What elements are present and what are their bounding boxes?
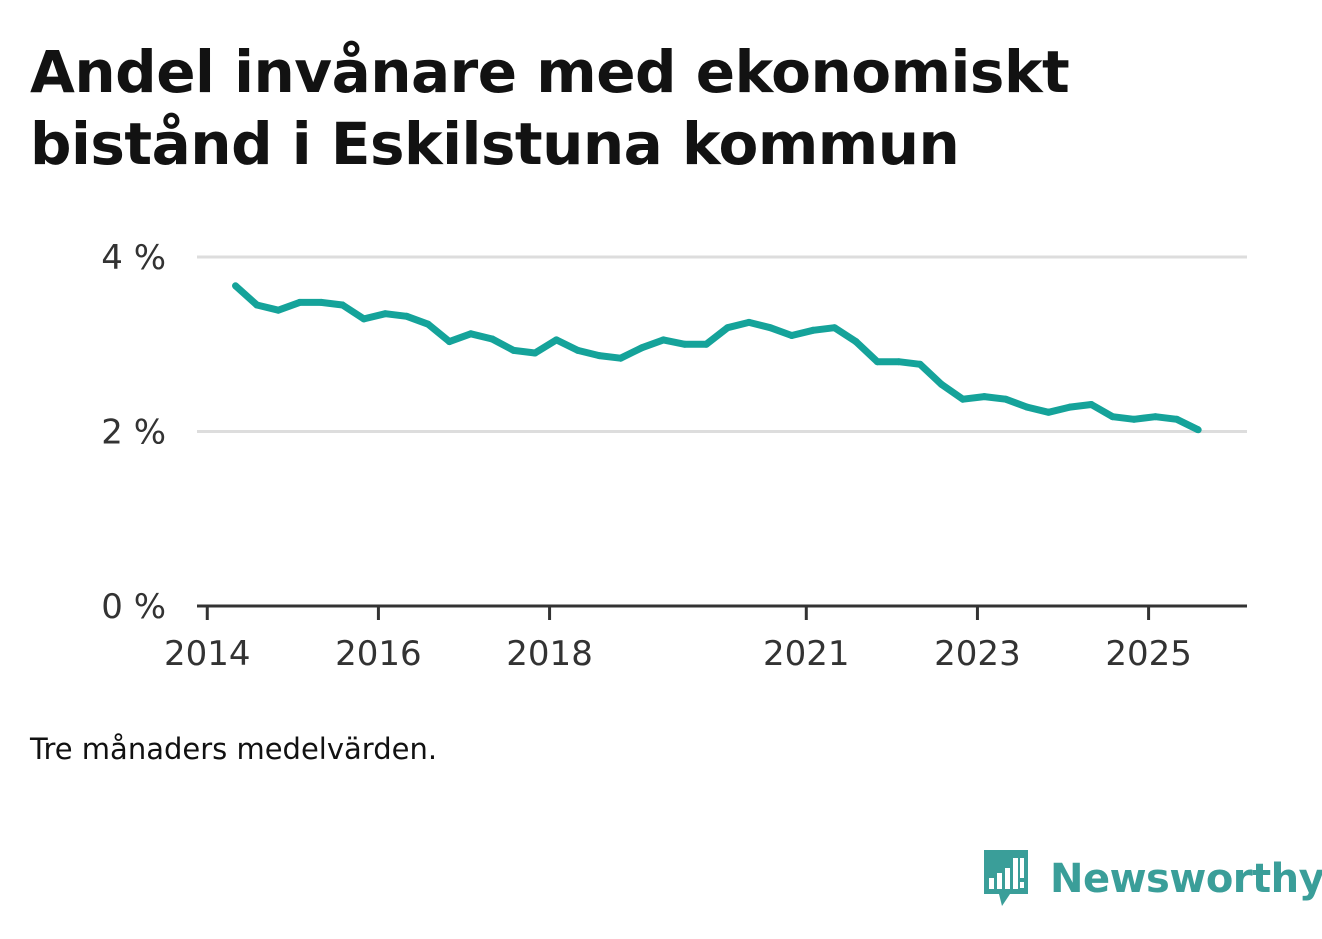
chart-title: Andel invånare med ekonomiskt bistånd i …: [30, 36, 1230, 180]
data-point: [1002, 395, 1010, 403]
data-point: [1087, 401, 1095, 408]
x-tick-label: 2018: [506, 634, 593, 674]
y-tick-label: 0 %: [101, 587, 166, 627]
data-point: [424, 320, 432, 328]
data-point: [980, 393, 988, 401]
data-point: [724, 324, 732, 332]
data-point: [1109, 413, 1117, 421]
data-point: [403, 312, 411, 320]
data-point: [938, 380, 945, 388]
data-point: [232, 282, 239, 290]
data-point: [1173, 415, 1181, 423]
data-point: [766, 324, 774, 332]
chart-title-line-1: Andel invånare med ekonomiskt: [30, 38, 1070, 106]
data-point: [595, 352, 603, 360]
newsworthy-logo-icon: [984, 850, 1028, 906]
data-point: [360, 315, 368, 323]
brand-logo: Newsworthy: [980, 848, 1322, 910]
y-tick-label: 2 %: [101, 413, 166, 453]
data-point: [745, 318, 753, 326]
x-tick-label: 2014: [164, 634, 251, 674]
data-point: [702, 340, 710, 348]
data-point: [488, 335, 496, 343]
data-point: [1151, 413, 1159, 421]
data-point: [959, 395, 967, 403]
x-tick-label: 2021: [763, 634, 850, 674]
data-point: [317, 298, 325, 306]
x-tick-label: 2023: [934, 634, 1021, 674]
data-point: [253, 301, 261, 309]
data-point: [339, 301, 346, 309]
chart-title-line-2: bistånd i Eskilstuna kommun: [30, 110, 960, 178]
series-line: [233, 283, 1200, 433]
data-point: [1066, 403, 1074, 411]
data-point: [638, 344, 646, 352]
data-point: [617, 354, 625, 362]
data-point: [574, 346, 582, 354]
data-point: [1194, 426, 1202, 434]
data-point: [274, 306, 282, 314]
data-point: [809, 326, 817, 334]
brand-name: Newsworthy: [1050, 856, 1322, 902]
line-chart: 0 % 2 % 4 % 2014 2016 2018 2021 2023 2025: [101, 238, 1247, 674]
data-point: [531, 349, 539, 357]
data-point: [296, 298, 304, 306]
data-point: [873, 358, 881, 366]
chart-footnote: Tre månaders medelvärden.: [30, 732, 438, 766]
x-tick-label: 2025: [1105, 634, 1192, 674]
data-point: [852, 338, 860, 346]
data-point: [788, 332, 796, 339]
data-point: [659, 336, 667, 344]
data-point: [1045, 408, 1052, 416]
data-point: [510, 346, 518, 354]
data-point: [895, 358, 903, 366]
data-point: [467, 330, 475, 338]
data-point: [381, 310, 389, 318]
data-point: [1023, 403, 1031, 411]
y-tick-label: 4 %: [101, 238, 166, 278]
data-point: [831, 324, 838, 332]
x-tick-label: 2016: [335, 634, 422, 674]
data-point: [445, 338, 453, 346]
data-point: [916, 360, 924, 368]
data-point: [681, 340, 689, 348]
data-point: [1130, 415, 1138, 423]
data-point: [552, 336, 560, 344]
